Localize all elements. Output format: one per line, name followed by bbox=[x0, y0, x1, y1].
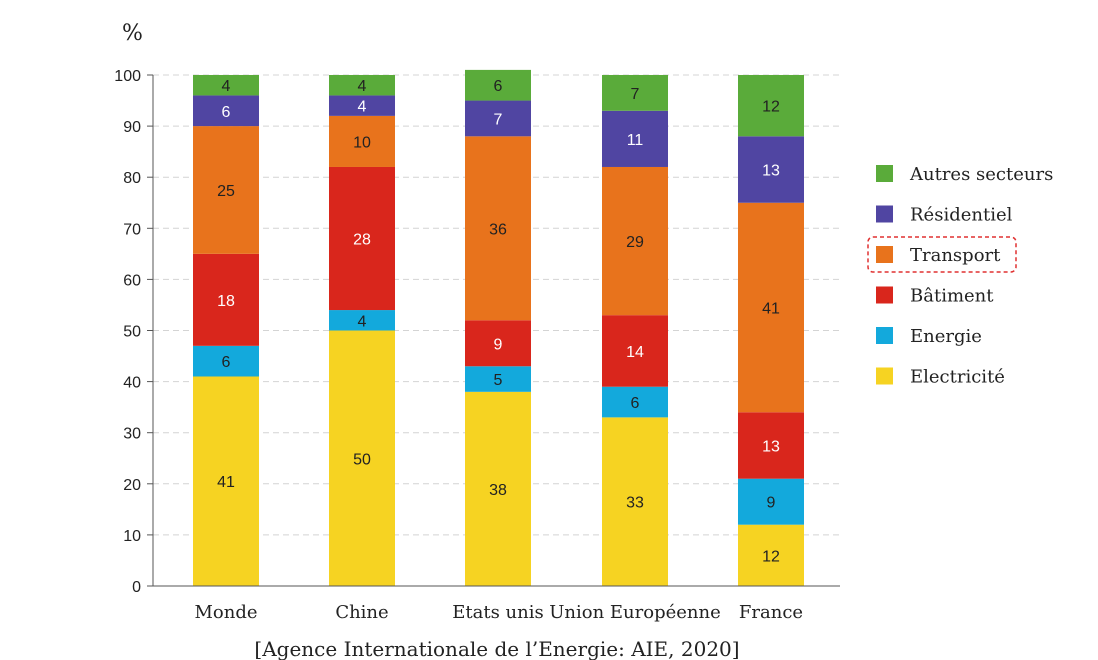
bar-value-label: 4 bbox=[222, 78, 231, 95]
legend-label: Electricité bbox=[910, 367, 1005, 388]
bar-value-label: 13 bbox=[762, 163, 780, 180]
legend-label: Bâtiment bbox=[910, 286, 994, 307]
legend-highlight-box bbox=[867, 236, 1017, 273]
bar-segment bbox=[602, 315, 668, 387]
bar-value-label: 38 bbox=[489, 482, 507, 499]
bar-value-label: 6 bbox=[222, 354, 231, 371]
bar-segment bbox=[193, 253, 259, 346]
bar-segment bbox=[329, 75, 395, 96]
y-tick-label: 60 bbox=[123, 272, 141, 289]
bar-value-label: 29 bbox=[626, 234, 644, 251]
bar-segment bbox=[738, 202, 804, 413]
bar-segment bbox=[193, 376, 259, 586]
y-axis: 0 10 20 30 40 50 60 70 80 90 100 bbox=[114, 68, 154, 596]
bar-value-label: 9 bbox=[767, 495, 776, 512]
bar-segment bbox=[602, 386, 668, 418]
legend-swatch bbox=[876, 327, 893, 344]
bar-value-label: 33 bbox=[626, 495, 644, 512]
bar-value-label: 18 bbox=[217, 293, 235, 310]
y-tick-label: 80 bbox=[123, 170, 141, 187]
bar-value-label: 25 bbox=[217, 183, 235, 200]
bar-segment bbox=[193, 345, 259, 377]
bar-value-label: 6 bbox=[222, 104, 231, 121]
y-tick-label: 70 bbox=[123, 221, 141, 238]
bar-segment bbox=[738, 412, 804, 479]
bar-segment bbox=[329, 95, 395, 116]
bar-segment bbox=[738, 75, 804, 137]
bar-value-label: 9 bbox=[494, 336, 503, 353]
bar-value-label: 50 bbox=[353, 451, 371, 468]
bar-value-label: 6 bbox=[631, 395, 640, 412]
y-tick-label: 20 bbox=[123, 477, 141, 494]
bar-value-label: 7 bbox=[494, 111, 503, 128]
bar-value-label: 10 bbox=[353, 134, 371, 151]
bar-segment bbox=[602, 110, 668, 167]
bar-segment bbox=[193, 75, 259, 96]
legend-swatch bbox=[876, 246, 893, 263]
x-category-label: France bbox=[739, 602, 803, 623]
bar-segment bbox=[602, 417, 668, 586]
x-category-label: Chine bbox=[335, 602, 388, 623]
bar-segment bbox=[329, 310, 395, 331]
source-caption: [Agence Internationale de l’Energie: AIE… bbox=[254, 637, 739, 660]
y-tick-label: 10 bbox=[123, 528, 141, 545]
bar-value-label: 5 bbox=[494, 372, 503, 389]
bar-segment bbox=[465, 69, 531, 101]
bar-value-label: 28 bbox=[353, 232, 371, 249]
bar-value-label: 12 bbox=[762, 548, 780, 565]
bar-segment bbox=[738, 478, 804, 525]
bar-value-label: 4 bbox=[358, 78, 367, 95]
legend-swatch bbox=[876, 165, 893, 182]
bar-value-label: 13 bbox=[762, 438, 780, 455]
bar-segment bbox=[465, 366, 531, 392]
bar-value-label: 6 bbox=[494, 78, 503, 95]
bar-value-label: 12 bbox=[762, 99, 780, 116]
bar-segment bbox=[329, 115, 395, 167]
bar-segment bbox=[193, 126, 259, 254]
bar-segment bbox=[465, 320, 531, 367]
legend-label: Energie bbox=[910, 326, 982, 347]
bar-segment bbox=[602, 166, 668, 316]
bar-segment bbox=[738, 136, 804, 203]
legend-label: Transport bbox=[910, 245, 1001, 266]
bar-segment bbox=[329, 330, 395, 586]
x-category-label: Etats unis bbox=[452, 602, 543, 623]
x-category-label: Union Européenne bbox=[549, 602, 721, 623]
y-tick-label: 90 bbox=[123, 119, 141, 136]
legend-swatch bbox=[876, 205, 893, 223]
x-category-label: Monde bbox=[194, 602, 257, 623]
legend: Autres secteurs Résidentiel Transport Bâtim… bbox=[867, 164, 1053, 388]
bar-value-label: 41 bbox=[217, 474, 235, 491]
bar-value-label: 14 bbox=[626, 344, 644, 361]
bar-segment bbox=[465, 391, 531, 586]
legend-label: Autres secteurs bbox=[909, 164, 1053, 185]
bar-value-label: 11 bbox=[627, 132, 644, 149]
bar-value-label: 7 bbox=[631, 86, 640, 103]
bar-segment bbox=[602, 75, 668, 111]
y-tick-label: 30 bbox=[123, 426, 141, 443]
legend-label: Résidentiel bbox=[910, 205, 1013, 226]
bar-value-label: 41 bbox=[762, 301, 780, 318]
legend-swatch bbox=[876, 367, 893, 385]
bar-value-label: 4 bbox=[358, 313, 367, 330]
bar-value-label: 4 bbox=[358, 99, 367, 116]
y-tick-label: 100 bbox=[114, 68, 141, 85]
bar-value-label: 36 bbox=[489, 221, 507, 238]
unit-label: % bbox=[122, 21, 143, 46]
y-tick-label: 0 bbox=[132, 579, 141, 596]
bar-segment bbox=[465, 136, 531, 321]
y-tick-label: 40 bbox=[123, 375, 141, 392]
bar-segment bbox=[193, 95, 259, 127]
legend-swatch bbox=[876, 286, 893, 304]
y-tick-label: 50 bbox=[123, 324, 141, 341]
bars: 41 6 18 25 6 4 50 4 28 10 4 4 38 5 9 36 7 6 33 6 14 29 11 7 12 9 1… bbox=[193, 69, 804, 586]
bar-segment bbox=[465, 100, 531, 137]
x-axis: Monde Chine Etats unis Union Européenne Fran… bbox=[153, 585, 840, 623]
bar-segment bbox=[329, 166, 395, 311]
bar-segment bbox=[738, 524, 804, 586]
